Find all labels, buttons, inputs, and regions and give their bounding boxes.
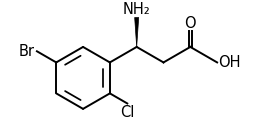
Text: O: O <box>184 16 196 30</box>
Text: NH₂: NH₂ <box>123 2 150 17</box>
Text: Cl: Cl <box>120 105 135 120</box>
Text: OH: OH <box>218 55 241 70</box>
Text: Br: Br <box>19 44 35 59</box>
Polygon shape <box>135 18 139 47</box>
